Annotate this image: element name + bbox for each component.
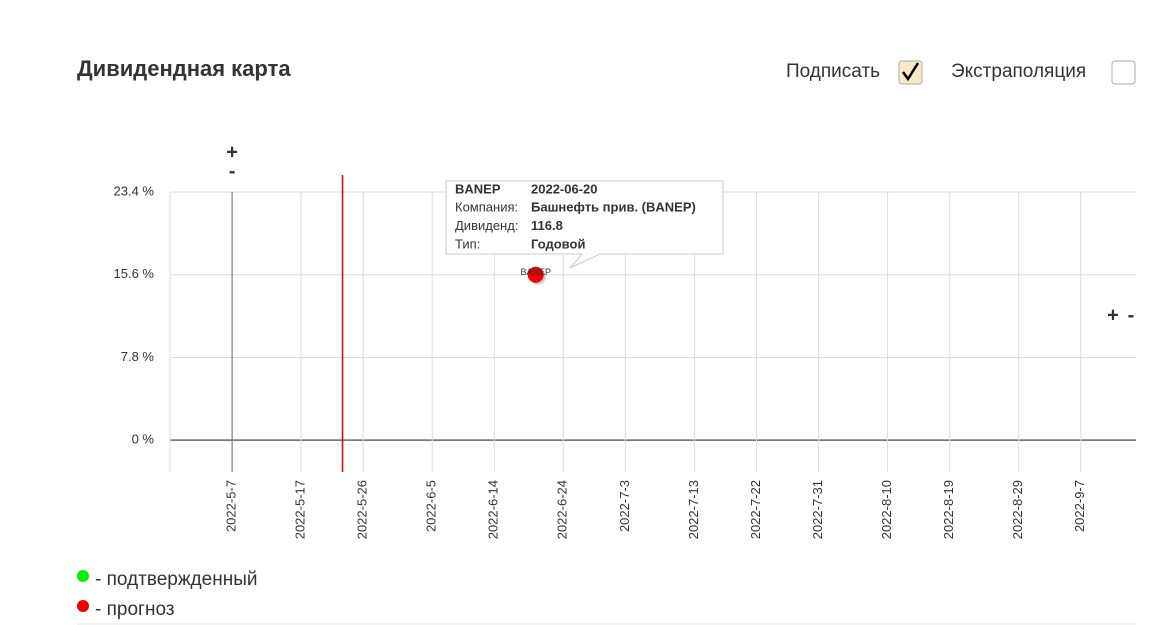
legend-label: - подтвержденный [95,569,257,590]
x-tick-label: 2022-7-13 [686,480,701,539]
tooltip: BANEP 2022-06-20 Компания: Башнефть прив. (… [445,180,724,269]
x-tick-label: 2022-8-29 [1010,480,1025,539]
zoom-button[interactable]: + [226,141,238,163]
option-label: Подписать [786,61,880,82]
tooltip-value: Башнефть прив. (BANEP) [531,199,696,214]
x-tick-label: 2022-7-22 [748,480,763,539]
tooltip-key: Компания: [455,199,518,214]
zoom-button[interactable]: - [1128,304,1135,326]
x-tick-label: 2022-9-7 [1072,480,1087,532]
tooltip-key: Дивиденд: [455,218,518,233]
y-tick-label: 0 % [132,432,155,447]
tooltip-value: 116.8 [531,218,563,233]
legend-swatch [77,600,89,612]
legend-swatch [77,570,89,582]
tooltip-box [445,180,724,269]
x-tick-label: 2022-5-7 [224,480,239,532]
legend-label: - прогноз [95,599,175,620]
tooltip-key: Тип: [455,236,480,251]
tooltip-value: Годовой [531,236,585,251]
x-tick-label: 2022-7-3 [617,480,632,532]
chart: 0 % 7.8 % 15.6 % 23.4 % 2022-5-7 2022-5-17 202… [114,141,1136,539]
y-tick-label: 23.4 % [114,183,155,198]
x-tick-label: 2022-5-26 [355,480,370,539]
x-tick-label: 2022-8-10 [879,480,894,539]
x-tick-label: 2022-8-19 [941,480,956,539]
zoom-button[interactable]: + [1107,304,1119,326]
option-label: Экстраполяция [951,61,1086,82]
y-tick-label: 15.6 % [114,266,155,281]
x-tick-label: 2022-7-31 [810,480,825,539]
x-tick-label: 2022-6-24 [555,480,570,539]
x-tick-label: 2022-5-17 [293,480,308,539]
tooltip-date: 2022-06-20 [531,181,598,196]
x-tick-label: 2022-6-14 [486,480,501,539]
zoom-button[interactable]: - [229,160,236,182]
y-tick-label: 7.8 % [121,349,155,364]
point-label: BANEP [520,267,551,277]
x-tick-label: 2022-6-5 [424,480,439,532]
checkmark [901,62,920,82]
point[interactable] [527,266,544,283]
tooltip-ticker: BANEP [455,181,501,196]
page-title: Дивидендная карта [77,56,291,81]
checkbox[interactable] [1111,60,1136,85]
